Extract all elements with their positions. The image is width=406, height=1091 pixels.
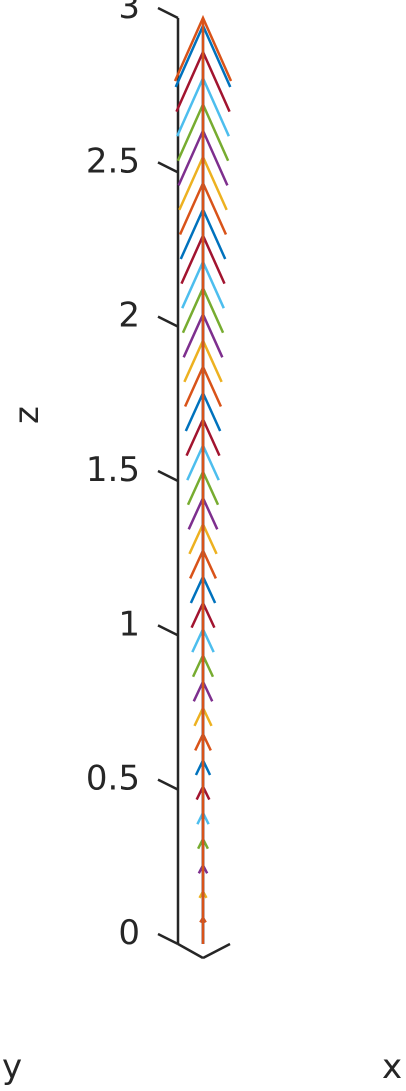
- z-tick-label: 1: [118, 604, 140, 644]
- y-axis-line: [177, 942, 204, 960]
- z-tick-label: 1.5: [86, 450, 140, 490]
- z-tick-label: 2: [118, 296, 140, 336]
- z-tick-mark: [157, 315, 179, 328]
- z-tick-mark: [157, 778, 179, 791]
- y-axis-label: y: [2, 1047, 22, 1087]
- z-ticks: 0 0.5 1 1.5 2 2.5 3: [86, 0, 179, 953]
- z-axis-label: z: [7, 406, 47, 424]
- x-axis-label: x: [382, 1047, 402, 1087]
- z-tick-mark: [157, 161, 179, 174]
- x-axis-line: [202, 942, 231, 960]
- arrow-field: [173, 14, 233, 944]
- z-tick-label: 0.5: [86, 759, 140, 799]
- z-tick-mark: [157, 6, 179, 20]
- z-tick-label: 0: [118, 913, 140, 953]
- quiver-arrow: [173, 14, 233, 944]
- z-tick-mark: [157, 932, 179, 946]
- z-tick-mark: [157, 624, 179, 637]
- z-tick-label: 2.5: [86, 141, 140, 181]
- z-tick-label: 3: [118, 0, 140, 27]
- z-tick-mark: [157, 469, 179, 483]
